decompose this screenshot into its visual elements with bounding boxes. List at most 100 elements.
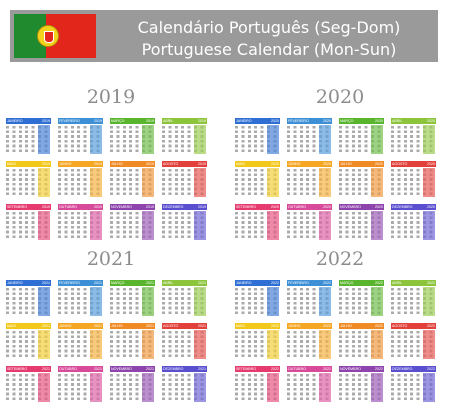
month-header: JULHO 2021 xyxy=(110,323,155,329)
weekend-columns xyxy=(319,211,331,240)
weekend-columns xyxy=(267,373,279,402)
weekend-columns xyxy=(267,168,279,197)
month-year: 2022 xyxy=(323,324,331,328)
month-calendar: MAIO 2019 xyxy=(6,161,51,198)
month-year: 2022 xyxy=(271,324,279,328)
month-year: 2019 xyxy=(94,205,102,209)
month-name: DEZEMBRO xyxy=(163,205,184,209)
month-days-grid xyxy=(110,287,155,316)
month-days-grid xyxy=(235,125,280,154)
weekend-columns xyxy=(423,287,435,316)
month-header: JANEIRO 2022 xyxy=(235,280,280,286)
month-grid: JANEIRO 2022 FEVEREIRO 2022 MARÇO 2022 ABRIL 20… xyxy=(235,280,445,403)
month-calendar: JUNHO 2021 xyxy=(58,323,103,360)
month-header: FEVEREIRO 2022 xyxy=(287,280,332,286)
month-days-grid xyxy=(110,373,155,402)
month-name: MARÇO xyxy=(111,119,125,123)
weekend-columns xyxy=(142,373,154,402)
month-days-grid xyxy=(162,373,207,402)
month-calendar: OUTUBRO 2021 xyxy=(58,366,103,403)
month-calendar: JULHO 2022 xyxy=(339,323,384,360)
month-header: AGOSTO 2022 xyxy=(391,323,436,329)
weekend-columns xyxy=(267,125,279,154)
month-year: 2020 xyxy=(375,205,383,209)
month-name: JUNHO xyxy=(59,162,72,166)
month-name: FEVEREIRO xyxy=(59,281,80,285)
month-year: 2022 xyxy=(323,281,331,285)
month-header: DEZEMBRO 2022 xyxy=(391,366,436,372)
weekend-columns xyxy=(38,287,50,316)
month-year: 2022 xyxy=(427,281,435,285)
month-header: MAIO 2021 xyxy=(6,323,51,329)
month-header: AGOSTO 2019 xyxy=(162,161,207,167)
month-header: NOVEMBRO 2021 xyxy=(110,366,155,372)
weekend-columns xyxy=(319,125,331,154)
month-year: 2020 xyxy=(427,205,435,209)
month-name: FEVEREIRO xyxy=(288,281,309,285)
month-days-grid xyxy=(162,125,207,154)
month-calendar: NOVEMBRO 2019 xyxy=(110,204,155,241)
year-label: 2019 xyxy=(86,86,136,108)
month-days-grid xyxy=(58,287,103,316)
month-year: 2020 xyxy=(323,119,331,123)
weekend-columns xyxy=(38,168,50,197)
month-year: 2020 xyxy=(375,119,383,123)
month-calendar: DEZEMBRO 2020 xyxy=(391,204,436,241)
month-year: 2020 xyxy=(271,119,279,123)
month-year: 2019 xyxy=(94,119,102,123)
month-name: MARÇO xyxy=(111,281,125,285)
month-days-grid xyxy=(110,168,155,197)
month-year: 2022 xyxy=(271,281,279,285)
weekend-columns xyxy=(319,373,331,402)
month-header: JUNHO 2022 xyxy=(287,323,332,329)
month-header: DEZEMBRO 2020 xyxy=(391,204,436,210)
weekend-columns xyxy=(194,168,206,197)
month-name: FEVEREIRO xyxy=(59,119,80,123)
month-year: 2021 xyxy=(94,367,102,371)
month-name: MAIO xyxy=(7,162,17,166)
month-year: 2021 xyxy=(42,367,50,371)
month-year: 2021 xyxy=(198,367,206,371)
month-year: 2020 xyxy=(323,162,331,166)
month-year: 2019 xyxy=(94,162,102,166)
month-days-grid xyxy=(287,125,332,154)
month-days-grid xyxy=(162,330,207,359)
month-name: JULHO xyxy=(111,324,123,328)
month-name: MARÇO xyxy=(340,281,354,285)
weekend-columns xyxy=(267,330,279,359)
weekend-columns xyxy=(371,373,383,402)
month-header: SETEMBRO 2020 xyxy=(235,204,280,210)
month-year: 2019 xyxy=(42,119,50,123)
month-year: 2022 xyxy=(375,281,383,285)
month-name: AGOSTO xyxy=(392,324,408,328)
month-calendar: FEVEREIRO 2019 xyxy=(58,118,103,155)
month-header: NOVEMBRO 2020 xyxy=(339,204,384,210)
month-days-grid xyxy=(391,287,436,316)
month-calendar: JANEIRO 2021 xyxy=(6,280,51,317)
month-header: SETEMBRO 2022 xyxy=(235,366,280,372)
month-days-grid xyxy=(110,330,155,359)
month-calendar: ABRIL 2020 xyxy=(391,118,436,155)
month-year: 2022 xyxy=(427,324,435,328)
month-year: 2019 xyxy=(146,205,154,209)
month-name: JANEIRO xyxy=(236,119,252,123)
month-calendar: MARÇO 2022 xyxy=(339,280,384,317)
month-days-grid xyxy=(391,330,436,359)
month-name: ABRIL xyxy=(163,281,174,285)
weekend-columns xyxy=(423,330,435,359)
weekend-columns xyxy=(319,168,331,197)
month-header: DEZEMBRO 2019 xyxy=(162,204,207,210)
month-header: MARÇO 2022 xyxy=(339,280,384,286)
month-calendar: FEVEREIRO 2022 xyxy=(287,280,332,317)
month-year: 2020 xyxy=(427,119,435,123)
weekend-columns xyxy=(142,330,154,359)
weekend-columns xyxy=(142,125,154,154)
month-header: MARÇO 2020 xyxy=(339,118,384,124)
month-year: 2020 xyxy=(271,205,279,209)
weekend-columns xyxy=(90,211,102,240)
year-label: 2020 xyxy=(315,86,365,108)
month-calendar: JANEIRO 2022 xyxy=(235,280,280,317)
month-year: 2021 xyxy=(42,324,50,328)
month-year: 2019 xyxy=(42,205,50,209)
month-header: MAIO 2020 xyxy=(235,161,280,167)
